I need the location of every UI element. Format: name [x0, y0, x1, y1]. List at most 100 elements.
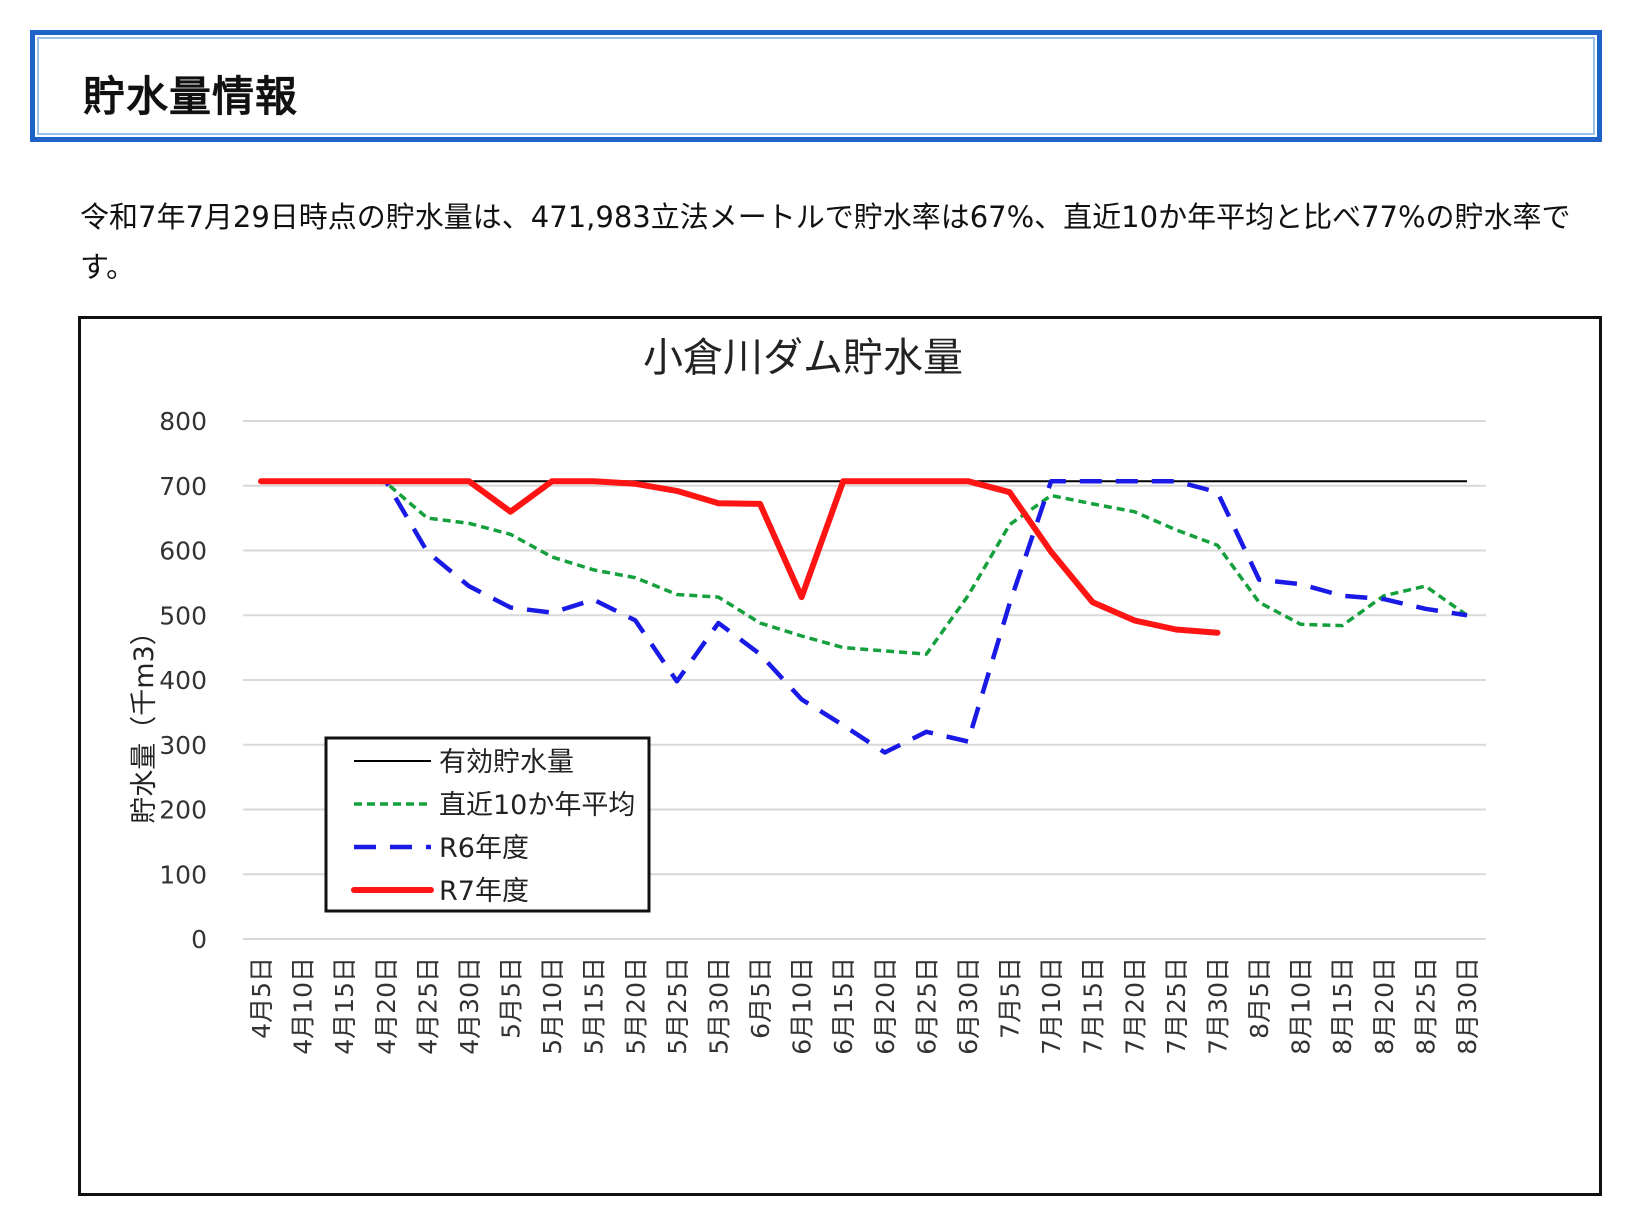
data-point	[1008, 523, 1011, 526]
data-point	[759, 502, 762, 505]
data-point	[509, 510, 512, 513]
y-tick-label: 100	[159, 860, 207, 889]
data-point	[1258, 578, 1261, 581]
data-point	[1382, 480, 1385, 483]
intro-text: 令和7年7月29日時点の貯水量は、471,983立法メートルで貯水率は67%、直…	[80, 200, 1571, 284]
data-point	[1008, 602, 1011, 605]
data-point	[1050, 550, 1053, 553]
data-point	[384, 480, 387, 483]
series-line-1	[261, 479, 1469, 656]
data-point	[966, 594, 969, 597]
x-tick-label: 6月30日	[954, 957, 983, 1055]
data-point	[800, 480, 803, 483]
data-point	[1174, 628, 1177, 631]
data-point	[634, 576, 637, 579]
page-heading: 貯水量情報	[83, 72, 299, 121]
data-point	[301, 480, 304, 483]
data-point	[551, 480, 554, 483]
data-point	[842, 480, 845, 483]
data-point	[1258, 601, 1261, 604]
x-tick-label: 7月20日	[1120, 957, 1149, 1055]
data-point	[1174, 528, 1177, 531]
data-point	[1258, 480, 1261, 483]
x-tick-label: 4月5日	[247, 957, 276, 1039]
x-tick-label: 5月20日	[621, 957, 650, 1055]
data-point	[1341, 594, 1344, 597]
x-tick-label: 5月10日	[538, 957, 567, 1055]
legend-label: R6年度	[439, 833, 529, 864]
x-tick-label: 8月10日	[1287, 957, 1316, 1055]
data-point	[1466, 614, 1469, 617]
x-tick-label: 6月15日	[829, 957, 858, 1055]
legend-label: R7年度	[439, 876, 529, 907]
data-point	[883, 649, 886, 652]
data-point	[1466, 480, 1469, 483]
data-point	[1174, 480, 1177, 483]
data-point	[842, 724, 845, 727]
data-point	[1299, 623, 1302, 626]
y-tick-label: 300	[159, 731, 207, 760]
data-point	[509, 480, 512, 483]
data-point	[717, 596, 720, 599]
legend-label: 直近10か年平均	[439, 790, 635, 821]
data-point	[1050, 494, 1053, 497]
x-tick-label: 8月20日	[1370, 957, 1399, 1055]
data-point	[966, 740, 969, 743]
x-tick-label: 7月15日	[1079, 957, 1108, 1055]
data-point	[675, 593, 678, 596]
data-point	[966, 480, 969, 483]
data-point	[634, 619, 637, 622]
data-point	[426, 517, 429, 520]
data-point	[509, 606, 512, 609]
x-tick-label: 8月5日	[1245, 957, 1274, 1039]
x-tick-label: 6月20日	[871, 957, 900, 1055]
data-point	[592, 480, 595, 483]
data-point	[1424, 585, 1427, 588]
data-point	[842, 646, 845, 649]
x-tick-label: 7月25日	[1162, 957, 1191, 1055]
data-point	[1091, 601, 1094, 604]
heading-box: 貯水量情報	[30, 30, 1602, 142]
y-tick-label: 400	[159, 666, 207, 695]
data-point	[1341, 480, 1344, 483]
data-point	[925, 653, 928, 656]
data-point	[883, 480, 886, 483]
data-point	[1299, 480, 1302, 483]
x-tick-label: 6月10日	[788, 957, 817, 1055]
x-tick-label: 4月25日	[413, 957, 442, 1055]
data-point	[925, 730, 928, 733]
chart-title: 小倉川ダム貯水量	[643, 335, 963, 381]
data-point	[759, 480, 762, 483]
data-point	[1008, 480, 1011, 483]
x-tick-label: 5月30日	[704, 957, 733, 1055]
data-point	[467, 480, 470, 483]
data-point	[467, 585, 470, 588]
x-tick-label: 4月15日	[330, 957, 359, 1055]
x-tick-label: 4月10日	[289, 957, 318, 1055]
series-line-3	[258, 478, 1221, 636]
data-point	[1424, 607, 1427, 610]
x-tick-label: 6月25日	[912, 957, 941, 1055]
data-point	[717, 622, 720, 625]
data-point	[883, 751, 886, 754]
data-point	[551, 555, 554, 558]
x-tick-label: 7月5日	[996, 957, 1025, 1039]
data-point	[592, 598, 595, 601]
x-tick-label: 5月15日	[580, 957, 609, 1055]
data-point	[1091, 480, 1094, 483]
data-point	[759, 622, 762, 625]
data-point	[800, 698, 803, 701]
data-point	[1091, 502, 1094, 505]
legend-label: 有効貯水量	[439, 747, 574, 778]
legend-box	[324, 736, 651, 913]
x-tick-label: 8月25日	[1411, 957, 1440, 1055]
data-point	[1050, 480, 1053, 483]
x-tick-label: 4月20日	[372, 957, 401, 1055]
data-point	[467, 522, 470, 525]
x-tick-label: 8月15日	[1328, 957, 1357, 1055]
data-point	[675, 480, 678, 483]
reservoir-chart: 小倉川ダム貯水量 0 100 200 300 400 500 600 700 800 4月5日 4…	[129, 335, 1486, 1055]
x-tick-label: 6月5日	[746, 957, 775, 1039]
chart-frame: 小倉川ダム貯水量 0 100 200 300 400 500 600 700 800 4月5日 4…	[78, 316, 1602, 1196]
x-tick-label: 7月10日	[1037, 957, 1066, 1055]
